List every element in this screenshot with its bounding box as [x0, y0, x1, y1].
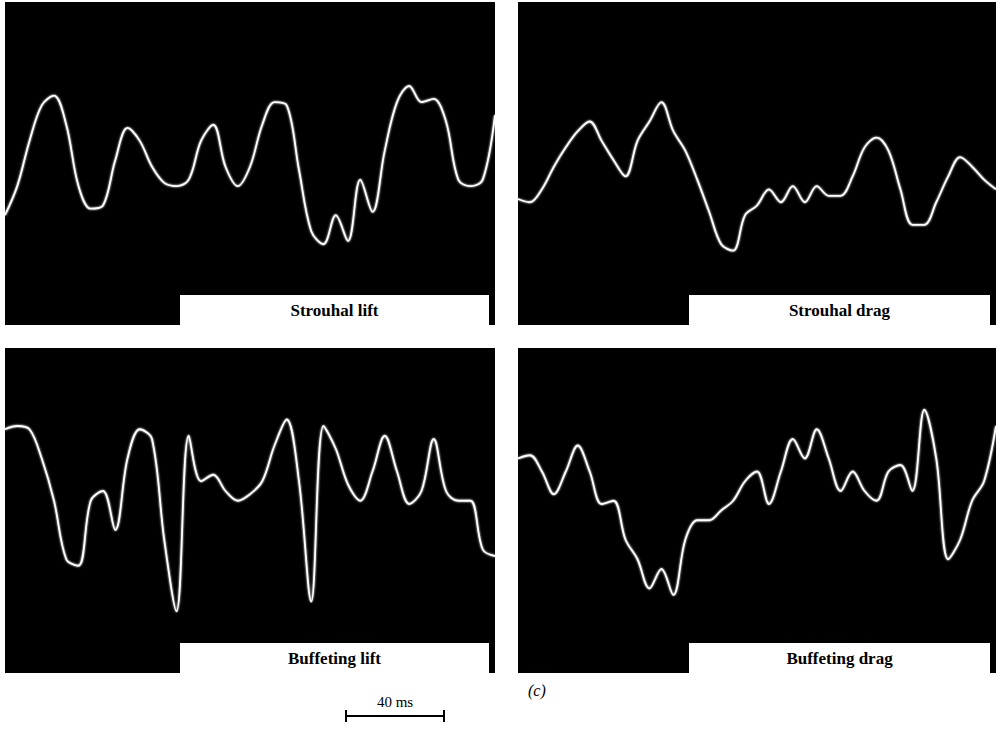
svg-text:Buffeting lift: Buffeting lift — [288, 649, 381, 668]
svg-text:(c): (c) — [528, 682, 546, 700]
svg-text:Strouhal drag: Strouhal drag — [789, 301, 891, 320]
svg-text:Strouhal lift: Strouhal lift — [290, 301, 378, 320]
svg-text:40 ms: 40 ms — [377, 694, 413, 710]
svg-text:Buffeting drag: Buffeting drag — [786, 649, 893, 668]
